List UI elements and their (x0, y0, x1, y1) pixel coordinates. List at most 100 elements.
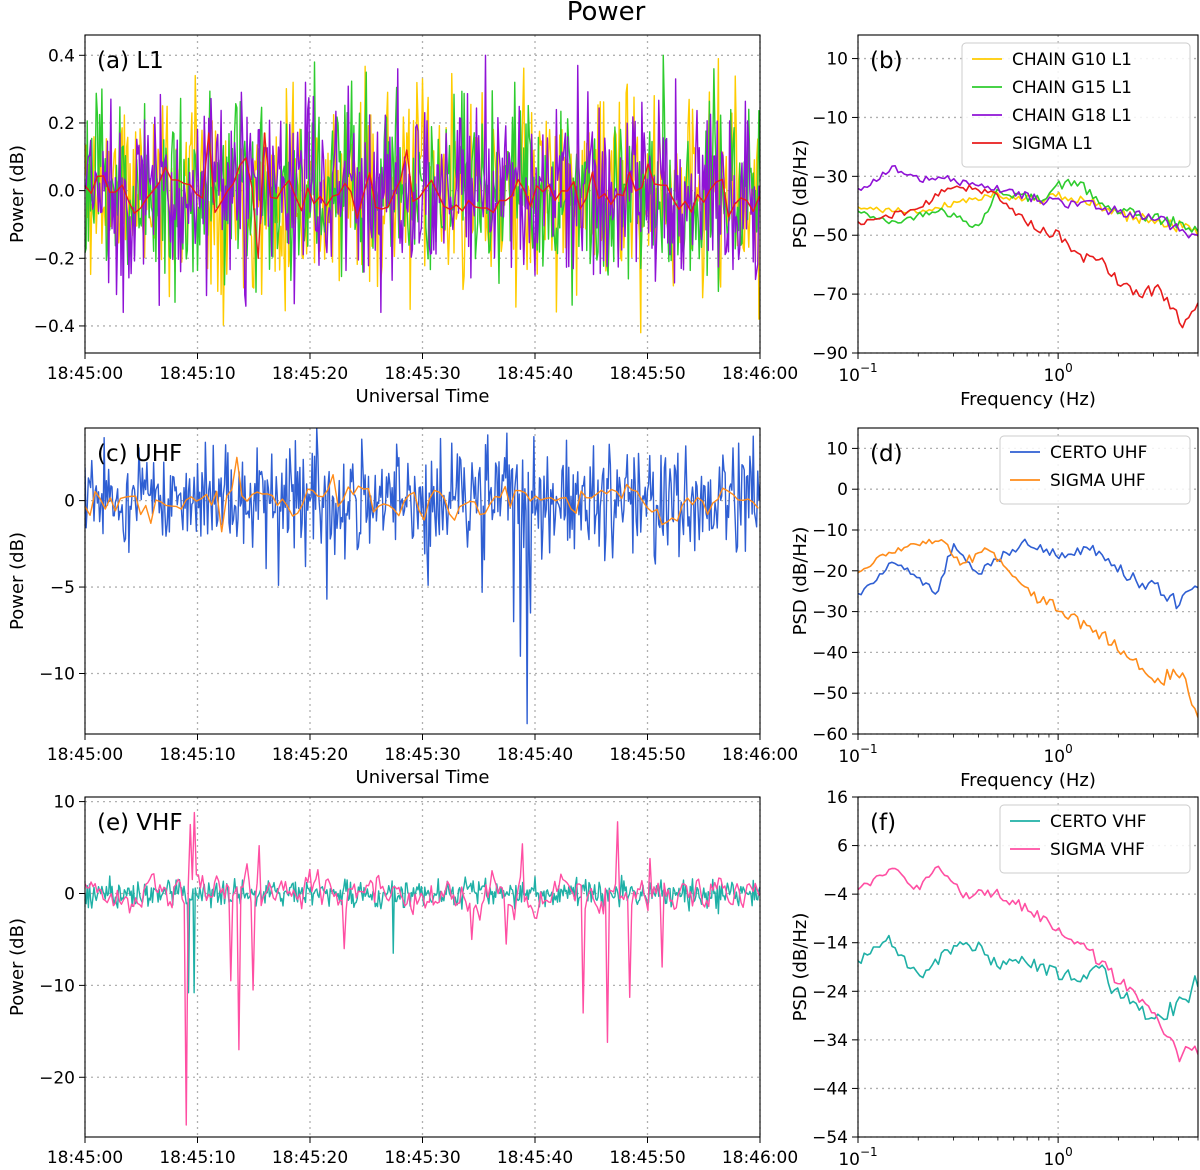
x-tick-label: 18:45:40 (497, 364, 573, 384)
panel-a: 0.4 0.2 0.0 −0.2 −0.4 18:45:00 18:45:10 18:45:2… (7, 34, 798, 407)
legend-entry: CERTO VHF (1050, 812, 1147, 832)
series-line-a-3 (85, 132, 760, 259)
series-line-b-3 (858, 184, 1198, 329)
y-tick-label: −24 (812, 982, 848, 1002)
figure-title: Power (567, 0, 646, 27)
y-tick-label: −34 (812, 1031, 848, 1051)
y-tick-label: 6 (837, 837, 848, 857)
x-axis-label: Frequency (Hz) (960, 389, 1096, 410)
y-tick-label: 0.2 (48, 114, 75, 134)
x-tick-label: 18:45:20 (272, 1148, 348, 1168)
y-tick-label: −5 (50, 578, 75, 598)
x-tick-label: 18:45:40 (497, 1148, 573, 1168)
series-line-f-0 (858, 934, 1198, 1021)
y-tick-label: −4 (823, 885, 848, 905)
y-tick-label: 0 (64, 492, 75, 512)
panel-label: (c) UHF (97, 441, 182, 467)
x-tick-label: 18:45:10 (159, 745, 235, 765)
legend-entry: SIGMA VHF (1050, 840, 1145, 860)
x-tick-label: 18:45:30 (384, 745, 460, 765)
series-line-e-0 (85, 874, 760, 994)
y-tick-label: −70 (812, 285, 848, 305)
y-axis-label: PSD (dB/Hz) (790, 140, 811, 249)
x-tick-label: 18:45:00 (47, 745, 123, 765)
legend-entry: CERTO UHF (1050, 443, 1147, 463)
series-line-c-0 (85, 428, 760, 725)
x-tick-label: 18:45:20 (272, 364, 348, 384)
y-tick-label: 0 (64, 884, 75, 904)
series-line-c-1 (85, 456, 759, 533)
x-tick-label: 18:45:40 (497, 745, 573, 765)
series-line-d-1 (858, 538, 1198, 718)
x-tick-label: 10−1 (838, 742, 877, 767)
panel-label: (d) (870, 441, 903, 467)
legend-entry: CHAIN G18 L1 (1012, 106, 1132, 126)
x-axis-label: Universal Time (356, 386, 490, 407)
x-axis-label: Universal Time (356, 767, 490, 788)
y-tick-label: −54 (812, 1128, 848, 1148)
y-tick-label: 10 (826, 50, 848, 70)
x-tick-label: 10−1 (838, 361, 877, 386)
series-group (858, 865, 1198, 1063)
x-tick-label: 18:45:50 (609, 745, 685, 765)
ticks: 10 0 −10 −20 18:45:00 18:45:10 18:45:20 18:45:3… (39, 793, 798, 1168)
y-tick-label: −0.4 (34, 317, 75, 337)
panel-label: (f) (870, 810, 896, 836)
y-tick-label: −90 (812, 344, 848, 364)
plot-frame (857, 34, 1199, 354)
y-tick-label: −0.2 (34, 249, 75, 269)
x-tick-label: 18:45:10 (159, 364, 235, 384)
x-tick-label: 100 (1043, 361, 1072, 386)
series-line-d-0 (858, 538, 1198, 610)
y-tick-label: 0.0 (48, 182, 75, 202)
y-tick-label: −60 (812, 725, 848, 745)
plot-frame (857, 427, 1199, 735)
plot-frame (84, 427, 761, 735)
legend-entry: CHAIN G15 L1 (1012, 78, 1132, 98)
series-group (858, 538, 1198, 718)
legend-entry: SIGMA UHF (1050, 471, 1146, 491)
ticks: 0.4 0.2 0.0 −0.2 −0.4 18:45:00 18:45:10 18:45:2… (34, 46, 798, 384)
ticks: 0 −5 −10 18:45:00 18:45:10 18:45:20 18:45:30 18… (39, 492, 798, 765)
y-tick-label: −10 (39, 664, 75, 684)
panel-label: (a) L1 (97, 48, 164, 74)
legend: CERTO UHF SIGMA UHF (999, 435, 1191, 505)
series-line-e-1 (85, 811, 760, 1126)
y-tick-label: −10 (812, 521, 848, 541)
y-axis-label: Power (dB) (7, 918, 28, 1016)
legend: CERTO VHF SIGMA VHF (999, 804, 1191, 874)
panel-label: (b) (870, 48, 903, 74)
x-tick-label: 18:46:00 (722, 745, 798, 765)
series-line-f-1 (858, 865, 1198, 1063)
series-group (85, 428, 760, 725)
y-tick-label: −30 (812, 603, 848, 623)
panel-f: 166−4−14−24−34−44−5410−1100(f)Frequency … (790, 788, 1199, 1170)
y-tick-label: 16 (826, 788, 848, 808)
x-tick-label: 18:46:00 (722, 364, 798, 384)
y-tick-label: −50 (812, 684, 848, 704)
y-tick-label: −14 (812, 934, 848, 954)
plot-frame (84, 34, 761, 354)
panel-label: (e) VHF (97, 810, 183, 836)
series-group (858, 164, 1198, 329)
y-tick-label: 10 (826, 439, 848, 459)
legend-entry: CHAIN G10 L1 (1012, 50, 1132, 70)
x-tick-label: 18:45:30 (384, 1148, 460, 1168)
y-tick-label: 10 (53, 793, 75, 813)
plot-frame (857, 796, 1199, 1138)
panel-c: 0 −5 −10 18:45:00 18:45:10 18:45:20 18:45:30 18… (7, 427, 798, 788)
legend: CHAIN G10 L1 CHAIN G15 L1 CHAIN G18 L1 SIGM… (961, 42, 1191, 168)
x-tick-label: 18:45:30 (384, 364, 460, 384)
series-line-b-2 (858, 164, 1198, 239)
y-axis-label: PSD (dB/Hz) (790, 527, 811, 636)
series-group (85, 811, 760, 1126)
plot-frame (84, 796, 761, 1138)
y-tick-label: −50 (812, 226, 848, 246)
y-axis-label: Power (dB) (7, 145, 28, 243)
y-tick-label: −44 (812, 1079, 848, 1099)
